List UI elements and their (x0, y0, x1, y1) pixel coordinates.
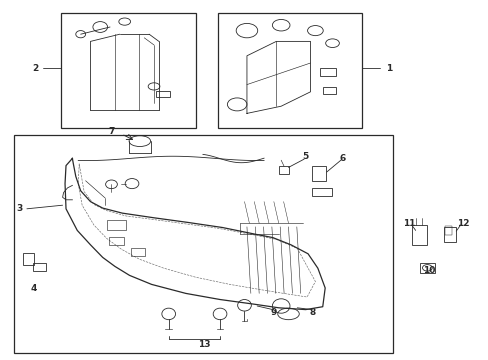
Bar (108, 237, 124, 245)
Bar (443, 227, 455, 242)
Text: 4: 4 (31, 284, 38, 293)
Bar (33, 263, 46, 271)
Bar (419, 263, 434, 273)
Bar (131, 248, 144, 256)
Bar (278, 166, 289, 174)
Bar (217, 13, 361, 128)
Text: 8: 8 (309, 308, 315, 317)
Text: 6: 6 (339, 154, 345, 163)
Text: 12: 12 (456, 219, 469, 228)
Bar (156, 91, 170, 97)
Text: 9: 9 (270, 308, 277, 317)
Bar (23, 253, 34, 265)
Text: 3: 3 (17, 204, 22, 213)
Text: 5: 5 (302, 152, 308, 161)
Text: 11: 11 (402, 219, 415, 228)
Bar (444, 226, 451, 235)
Bar (311, 166, 325, 181)
Bar (311, 188, 331, 196)
Bar (320, 68, 335, 76)
Bar (411, 225, 427, 245)
Text: 13: 13 (198, 341, 210, 349)
Text: 1: 1 (385, 64, 391, 73)
Bar (14, 135, 392, 353)
Bar (61, 13, 195, 128)
Text: 10: 10 (422, 266, 435, 275)
Text: 7: 7 (108, 127, 115, 136)
Text: 2: 2 (32, 64, 38, 73)
Bar (106, 220, 126, 230)
Bar (322, 87, 336, 94)
